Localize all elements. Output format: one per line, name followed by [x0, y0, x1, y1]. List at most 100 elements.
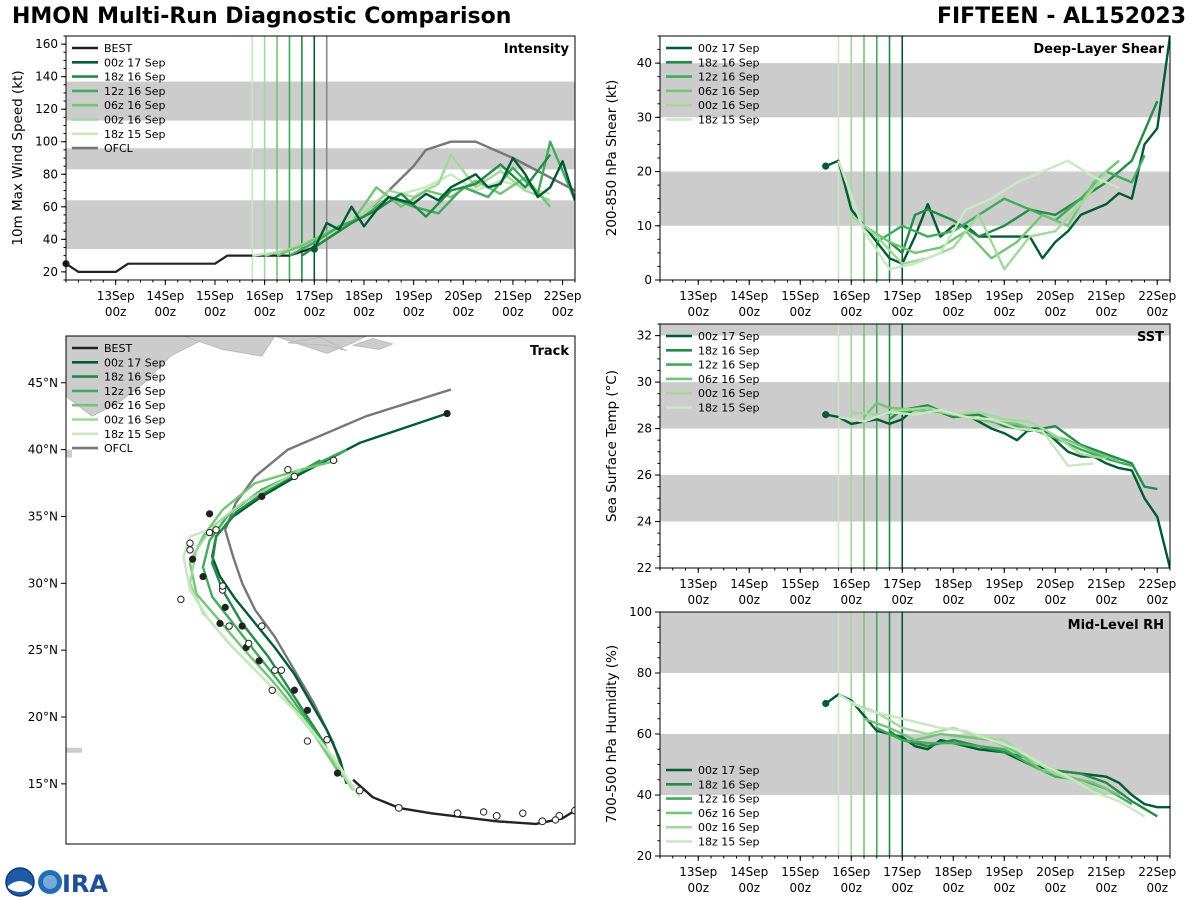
rh-legend-label: 12z 16 Sep	[698, 793, 760, 806]
intensity-band	[66, 81, 575, 121]
rh-legend-label: 18z 15 Sep	[698, 836, 760, 849]
sst-legend-label: 00z 16 Sep	[698, 387, 760, 400]
sst-ytick-label: 28	[637, 422, 652, 436]
rh-xtick-label: 15Sep	[781, 865, 819, 879]
intensity-xtick-label: 20Sep	[444, 289, 482, 303]
track-marker-open	[177, 595, 185, 604]
track-marker-open	[329, 456, 338, 465]
track-marker-filled	[216, 619, 224, 628]
track-marker-filled	[443, 409, 451, 418]
sst-band	[660, 324, 1170, 336]
intensity-xtick-label: 00z	[304, 305, 326, 319]
sst-xtick-label: 21Sep	[1087, 577, 1125, 591]
sst-ytick-label: 22	[637, 561, 652, 575]
shear-series-12z-16-sep	[876, 154, 1146, 244]
rh-panel: 20 40 60 80 100 13Sep 00z 14Sep 00z 15Sep 00z 16Sep…	[604, 605, 1176, 895]
intensity-xtick-label: 00z	[403, 305, 425, 319]
track-legend-label: 00z 16 Sep	[104, 414, 166, 427]
track-series-18z-15-sep	[182, 526, 361, 798]
shear-xtick-label: 00z	[789, 305, 811, 319]
intensity-ytick-label: 160	[35, 37, 58, 51]
intensity-xtick-label: 00z	[502, 305, 524, 319]
rh-xtick-label: 14Sep	[730, 865, 768, 879]
intensity-xtick-label: 15Sep	[196, 289, 234, 303]
intensity-xtick-label: 00z	[552, 305, 574, 319]
intensity-xtick-label: 00z	[353, 305, 375, 319]
track-ytick-label: 25°N	[28, 643, 58, 657]
intensity-series-18z-16-sep	[301, 153, 552, 257]
sst-legend-label: 06z 16 Sep	[698, 373, 760, 386]
rh-series-marker	[822, 699, 830, 708]
sst-xtick-label: 00z	[789, 593, 811, 607]
track-land	[66, 747, 82, 753]
track-legend-label: OFCL	[104, 442, 134, 455]
track-marker-open	[479, 808, 488, 816]
shear-legend-label: 12z 16 Sep	[698, 71, 760, 84]
intensity-legend-label: 18z 15 Sep	[104, 128, 166, 141]
track-ytick-label: 20°N	[28, 710, 58, 724]
track-marker-open	[323, 736, 331, 744]
shear-xtick-label: 22Sep	[1138, 289, 1176, 303]
sst-legend-label: 18z 16 Sep	[698, 344, 760, 357]
sst-series-00z-17-sep	[825, 406, 1170, 568]
intensity-legend-label: 00z 16 Sep	[104, 114, 166, 127]
track-frame	[65, 335, 576, 845]
shear-ytick-label: 30	[637, 110, 652, 124]
intensity-xtick-label: 19Sep	[395, 289, 433, 303]
intensity-ytick-label: 60	[43, 200, 58, 214]
track-ytick-label: 15°N	[28, 777, 58, 791]
sst-panel: 22 24 26 28 30 32 13Sep 00z 14Sep 00z 15Sep 00z 16Se…	[604, 323, 1176, 607]
rh-xtick-label: 00z	[942, 881, 964, 895]
sst-xtick-label: 14Sep	[730, 577, 768, 591]
track-marker-open	[245, 639, 253, 648]
shear-xtick-label: 00z	[891, 305, 913, 319]
track-series-06z-16-sep	[188, 459, 339, 772]
logo: IRA	[4, 866, 116, 898]
sst-xtick-label: 00z	[687, 593, 709, 607]
track-marker-filled	[205, 510, 214, 518]
track-marker-open	[290, 472, 299, 481]
rh-legend-label: 00z 16 Sep	[698, 821, 760, 834]
intensity-panel: 20 40 60 80 100 120 140 160 13Sep 00z 14Sep 00z 15Se…	[10, 35, 582, 319]
track-marker-open	[551, 816, 560, 824]
shear-title: Deep-Layer Shear	[1033, 42, 1164, 57]
track-legend-label: 00z 17 Sep	[104, 356, 166, 369]
shear-legend-label: 18z 15 Sep	[698, 114, 760, 127]
rh-xtick-label: 00z	[738, 881, 760, 895]
rh-xtick-label: 13Sep	[679, 865, 717, 879]
intensity-legend-label: 06z 16 Sep	[104, 99, 166, 112]
rh-series-18z-15-sep	[837, 693, 1146, 818]
track-ytick-label: 40°N	[28, 443, 58, 457]
intensity-title: Intensity	[504, 42, 570, 57]
shear-series-06z-16-sep	[863, 159, 1120, 260]
rh-xtick-label: 16Sep	[832, 865, 870, 879]
track-land	[183, 336, 276, 357]
rh-ytick-label: 80	[637, 666, 652, 680]
sst-series-marker	[822, 411, 830, 419]
track-marker-open	[225, 622, 233, 630]
intensity-xtick-label: 00z	[254, 305, 276, 319]
intensity-xtick-label: 00z	[452, 305, 474, 319]
shear-xtick-label: 00z	[687, 305, 709, 319]
intensity-ylabel: 10m Max Wind Speed (kt)	[10, 70, 26, 245]
shear-ytick-label: 20	[637, 165, 652, 179]
track-legend-label: 18z 15 Sep	[104, 428, 166, 441]
rh-series-00z-17-sep	[825, 693, 1170, 809]
intensity-xtick-label: 21Sep	[494, 289, 532, 303]
track-marker-filled	[238, 622, 246, 630]
sst-xtick-label: 00z	[738, 593, 760, 607]
intensity-series-12z-16-sep	[288, 140, 575, 257]
shear-xtick-label: 20Sep	[1036, 289, 1074, 303]
shear-ylabel: 200-850 hPa Shear (kt)	[604, 80, 620, 237]
intensity-legend-label: 00z 17 Sep	[104, 56, 166, 69]
shear-panel: 0 10 20 30 40 13Sep 00z 14Sep 00z 15Sep 00z 16Sep 00…	[604, 35, 1176, 319]
sst-band	[660, 382, 1170, 429]
sst-xtick-label: 20Sep	[1036, 577, 1074, 591]
sst-xtick-label: 00z	[840, 593, 862, 607]
rh-xtick-label: 18Sep	[934, 865, 972, 879]
rh-ylabel: 700-500 hPa Humidity (%)	[604, 645, 620, 823]
intensity-ytick-label: 40	[43, 232, 58, 246]
rh-xtick-label: 21Sep	[1087, 865, 1125, 879]
sst-xtick-label: 22Sep	[1138, 577, 1176, 591]
